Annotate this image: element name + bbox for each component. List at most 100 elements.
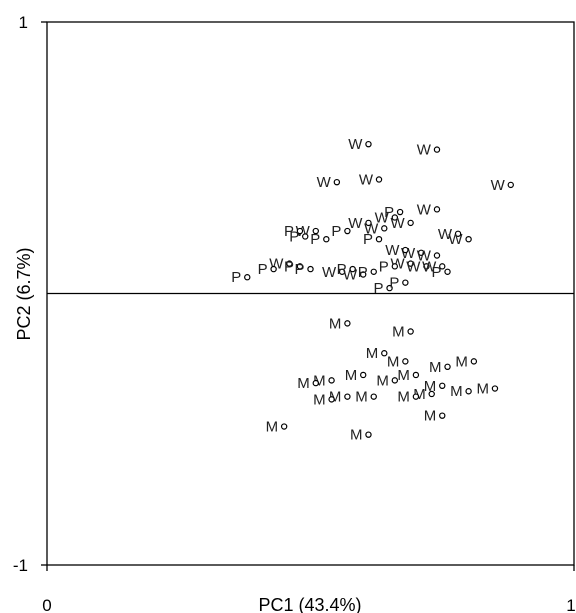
scatter-point: M <box>424 378 446 395</box>
point-marker <box>444 363 451 371</box>
point-label: M <box>329 315 342 332</box>
point-marker <box>428 390 435 398</box>
point-label: M <box>429 359 442 376</box>
point-marker <box>344 227 351 235</box>
point-marker <box>370 393 377 400</box>
scatter-point: M <box>266 419 288 436</box>
scatter-point: M <box>397 389 420 406</box>
scatter-point: W <box>359 171 383 188</box>
scatter-point: P <box>432 264 451 281</box>
point-marker <box>491 385 499 392</box>
point-marker <box>407 219 414 227</box>
point-label: P <box>284 258 294 275</box>
point-label: M <box>366 345 379 362</box>
scatter-point: P <box>374 280 393 297</box>
point-label: M <box>450 383 463 400</box>
point-marker <box>454 230 462 237</box>
point-label: P <box>294 261 304 278</box>
point-label: M <box>476 381 489 398</box>
scatter-point: P <box>284 223 304 240</box>
point-marker <box>417 249 425 256</box>
point-marker <box>439 263 446 270</box>
point-marker <box>470 358 478 365</box>
scatter-point: W <box>417 142 441 159</box>
point-label: W <box>417 142 432 159</box>
point-label: M <box>266 419 279 436</box>
point-marker <box>370 268 377 275</box>
y-axis-label: PC2 (6.7%) <box>14 247 34 340</box>
scatter-point: P <box>358 264 377 281</box>
scatter-point: M <box>297 375 319 392</box>
point-label: P <box>331 223 341 240</box>
point-label: P <box>432 264 442 281</box>
point-label: P <box>289 228 299 245</box>
point-marker <box>412 393 420 400</box>
point-marker <box>507 181 514 189</box>
scatter-point: W <box>406 258 430 275</box>
scatter-point: W <box>417 247 441 264</box>
x-tick-label-left: 0 <box>42 596 51 613</box>
point-label: P <box>258 261 268 278</box>
point-label: P <box>374 280 384 297</box>
point-marker <box>439 382 446 390</box>
point-label: M <box>350 427 363 444</box>
scatter-point: M <box>424 408 446 425</box>
scatter-point: P <box>389 275 409 292</box>
scatter-point: P <box>379 258 399 275</box>
scatter-point: P <box>284 258 304 275</box>
scatter-point: W <box>348 136 372 153</box>
scatter-point: M <box>429 359 451 376</box>
y-tick-label-bottom: -1 <box>13 556 28 575</box>
scatter-point: W <box>422 258 446 275</box>
point-marker <box>280 423 288 430</box>
point-label: W <box>390 215 405 232</box>
point-marker <box>439 412 446 419</box>
point-label: W <box>348 136 363 153</box>
scatter-point: M <box>450 383 472 400</box>
point-marker <box>391 263 399 270</box>
point-marker <box>433 146 441 153</box>
scatter-point: M <box>366 345 388 362</box>
scatter-point: M <box>329 315 351 332</box>
point-marker <box>312 227 319 235</box>
point-marker <box>412 371 420 379</box>
scatter-point: M <box>345 367 367 384</box>
point-label: M <box>397 367 410 384</box>
point-label: W <box>406 258 421 275</box>
scatter-point: M <box>392 324 414 341</box>
point-marker <box>391 377 399 384</box>
scatter-point: W <box>417 201 441 218</box>
point-marker <box>365 431 372 438</box>
point-label: W <box>385 242 400 259</box>
scatter-point: W <box>438 226 462 243</box>
point-label: M <box>297 375 310 392</box>
scatter-point: P <box>310 231 330 248</box>
point-marker <box>312 379 319 387</box>
point-label: M <box>424 378 437 395</box>
scatter-point: W <box>348 215 372 232</box>
point-marker <box>338 268 346 275</box>
point-marker <box>402 358 409 365</box>
point-marker <box>407 260 414 267</box>
point-marker <box>465 388 472 395</box>
scatter-point: P <box>258 261 277 278</box>
point-marker <box>375 235 383 243</box>
point-label: W <box>364 220 379 237</box>
scatter-point: M <box>355 389 377 406</box>
point-label: M <box>397 389 410 406</box>
scatter-point: W <box>364 220 388 237</box>
point-label: W <box>348 215 363 232</box>
point-marker <box>296 227 304 235</box>
scatter-point: P <box>294 261 314 278</box>
scatter-point: M <box>476 381 499 398</box>
point-marker <box>349 265 356 273</box>
point-label: P <box>310 231 320 248</box>
point-marker <box>270 265 277 273</box>
point-marker <box>328 396 335 403</box>
scatter-point: M <box>313 391 335 408</box>
x-axis-label: PC1 (43.4%) <box>258 595 361 613</box>
y-tick-label-top: 1 <box>19 13 28 32</box>
point-label: M <box>424 408 437 425</box>
point-label: P <box>363 231 373 248</box>
scatter-point: P <box>331 223 351 240</box>
